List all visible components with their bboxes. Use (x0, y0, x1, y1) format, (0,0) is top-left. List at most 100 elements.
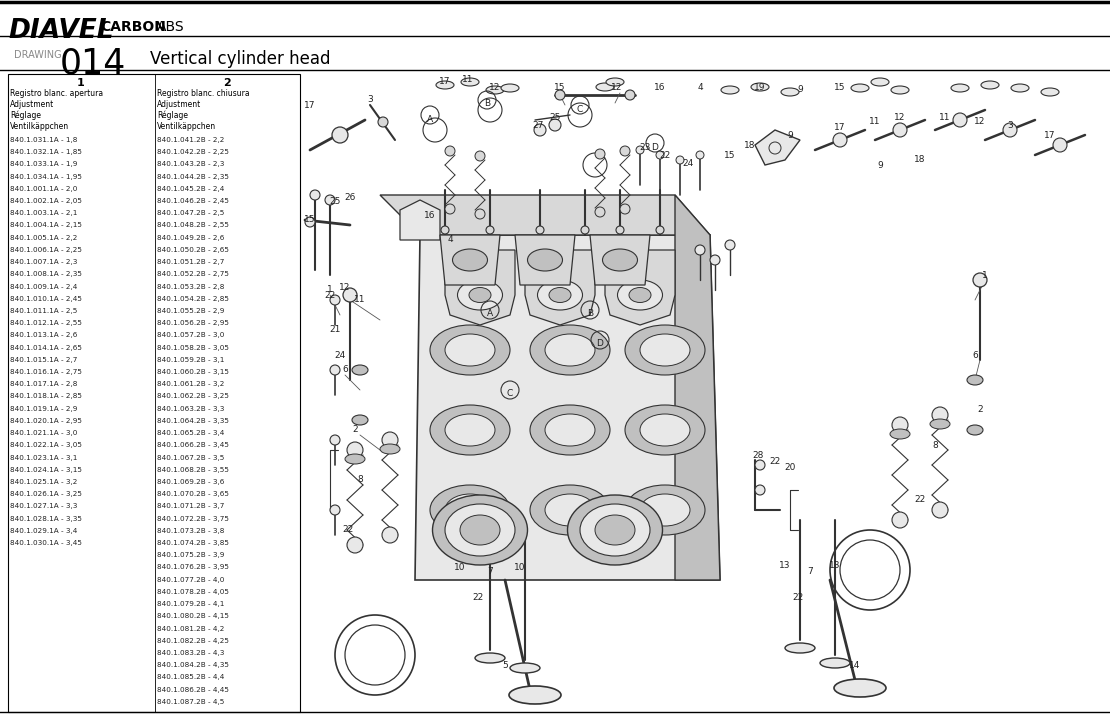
Text: 840.1.031.1A - 1,8: 840.1.031.1A - 1,8 (10, 137, 78, 143)
Text: 1: 1 (327, 286, 333, 294)
Text: 25: 25 (549, 114, 561, 123)
Polygon shape (440, 235, 500, 285)
Text: 22: 22 (659, 151, 670, 159)
Ellipse shape (430, 485, 509, 535)
Text: 014: 014 (60, 46, 127, 80)
Ellipse shape (486, 86, 504, 94)
Ellipse shape (722, 86, 739, 94)
Text: 22: 22 (324, 291, 335, 299)
Ellipse shape (436, 81, 454, 89)
Text: 840.1.083.2B - 4,3: 840.1.083.2B - 4,3 (157, 650, 224, 656)
Text: 840.1.019.1A - 2,9: 840.1.019.1A - 2,9 (10, 406, 78, 412)
Text: 22: 22 (769, 458, 780, 466)
Text: 840.1.047.2B - 2,5: 840.1.047.2B - 2,5 (157, 211, 224, 216)
Text: 840.1.008.1A - 2,35: 840.1.008.1A - 2,35 (10, 271, 82, 277)
Text: 12: 12 (975, 118, 986, 126)
Text: 840.1.020.1A - 2,95: 840.1.020.1A - 2,95 (10, 418, 82, 424)
Text: 840.1.027.1A - 3,3: 840.1.027.1A - 3,3 (10, 503, 78, 509)
Ellipse shape (475, 653, 505, 663)
Text: 840.1.065.2B - 3,4: 840.1.065.2B - 3,4 (157, 430, 224, 436)
Circle shape (536, 226, 544, 234)
Polygon shape (755, 130, 800, 165)
Text: 840.1.054.2B - 2,85: 840.1.054.2B - 2,85 (157, 296, 229, 302)
Circle shape (620, 146, 630, 156)
Text: 22: 22 (473, 593, 484, 603)
Circle shape (755, 485, 765, 495)
Ellipse shape (603, 249, 637, 271)
Circle shape (595, 207, 605, 217)
Text: 840.1.078.2B - 4,05: 840.1.078.2B - 4,05 (157, 589, 229, 595)
Ellipse shape (967, 425, 983, 435)
Text: 840.1.063.2B - 3,3: 840.1.063.2B - 3,3 (157, 406, 224, 412)
Circle shape (656, 151, 664, 159)
Circle shape (755, 460, 765, 470)
Text: 840.1.069.2B - 3,6: 840.1.069.2B - 3,6 (157, 479, 224, 485)
Ellipse shape (981, 81, 999, 89)
Text: Ventilkäppchen: Ventilkäppchen (157, 122, 216, 131)
Ellipse shape (445, 414, 495, 446)
Ellipse shape (640, 414, 690, 446)
Circle shape (549, 119, 561, 131)
Ellipse shape (380, 444, 400, 454)
Text: 840.1.012.1A - 2,55: 840.1.012.1A - 2,55 (10, 320, 82, 326)
Text: 840.1.053.2B - 2,8: 840.1.053.2B - 2,8 (157, 283, 224, 290)
Text: Réglage: Réglage (157, 111, 188, 121)
Text: 840.1.051.2B - 2,7: 840.1.051.2B - 2,7 (157, 259, 224, 265)
Text: 12: 12 (340, 283, 351, 293)
Circle shape (696, 151, 704, 159)
Ellipse shape (430, 405, 509, 455)
Text: 11: 11 (354, 296, 366, 304)
Ellipse shape (890, 429, 910, 439)
Text: 840.1.032.1A - 1,85: 840.1.032.1A - 1,85 (10, 149, 82, 155)
Text: 840.1.021.1A - 3,0: 840.1.021.1A - 3,0 (10, 430, 78, 436)
Ellipse shape (549, 288, 571, 303)
Text: 840.1.033.1A - 1,9: 840.1.033.1A - 1,9 (10, 161, 78, 167)
Text: 840.1.010.1A - 2,45: 840.1.010.1A - 2,45 (10, 296, 82, 302)
Text: 2: 2 (352, 426, 357, 435)
Polygon shape (380, 195, 710, 235)
Text: 840.1.004.1A - 2,15: 840.1.004.1A - 2,15 (10, 223, 82, 228)
Text: 17: 17 (835, 124, 846, 133)
Circle shape (953, 113, 967, 127)
Text: 840.1.057.2B - 3,0: 840.1.057.2B - 3,0 (157, 333, 224, 338)
Text: Ventilkäppchen: Ventilkäppchen (10, 122, 69, 131)
Text: D: D (596, 339, 604, 348)
Text: A: A (487, 309, 493, 318)
Circle shape (330, 365, 340, 375)
Text: 840.1.002.1A - 2,05: 840.1.002.1A - 2,05 (10, 198, 82, 204)
Text: 11: 11 (939, 114, 951, 123)
Ellipse shape (352, 415, 369, 425)
Text: 2: 2 (977, 406, 982, 415)
Text: 10: 10 (454, 563, 466, 573)
Text: 840.1.082.2B - 4,25: 840.1.082.2B - 4,25 (157, 638, 229, 644)
Ellipse shape (529, 485, 611, 535)
Text: 840.1.005.1A - 2,2: 840.1.005.1A - 2,2 (10, 235, 78, 241)
Text: 840.1.056.2B - 2,95: 840.1.056.2B - 2,95 (157, 320, 229, 326)
Text: 17: 17 (1045, 131, 1056, 139)
Text: 840.1.073.2B - 3,8: 840.1.073.2B - 3,8 (157, 528, 224, 534)
Ellipse shape (461, 78, 480, 86)
Text: 22: 22 (793, 593, 804, 603)
Text: 20: 20 (785, 463, 796, 473)
Ellipse shape (640, 334, 690, 366)
Text: 21: 21 (330, 326, 341, 334)
Text: 840.1.046.2B - 2,45: 840.1.046.2B - 2,45 (157, 198, 229, 204)
Ellipse shape (625, 485, 705, 535)
Circle shape (332, 127, 349, 143)
Text: 840.1.081.2B - 4,2: 840.1.081.2B - 4,2 (157, 625, 224, 631)
Polygon shape (605, 250, 675, 325)
Ellipse shape (445, 494, 495, 526)
Ellipse shape (509, 663, 539, 673)
Text: 840.1.071.2B - 3,7: 840.1.071.2B - 3,7 (157, 503, 224, 509)
Text: 4: 4 (697, 84, 703, 93)
Ellipse shape (529, 405, 611, 455)
Text: 840.1.025.1A - 3,2: 840.1.025.1A - 3,2 (10, 479, 78, 485)
Circle shape (330, 295, 340, 305)
Text: 840.1.015.1A - 2,7: 840.1.015.1A - 2,7 (10, 357, 78, 363)
Text: 840.1.011.1A - 2,5: 840.1.011.1A - 2,5 (10, 308, 78, 314)
Circle shape (892, 512, 908, 528)
Polygon shape (675, 195, 720, 580)
Text: 840.1.067.2B - 3,5: 840.1.067.2B - 3,5 (157, 455, 224, 461)
Circle shape (695, 245, 705, 255)
Text: 6: 6 (972, 351, 978, 360)
